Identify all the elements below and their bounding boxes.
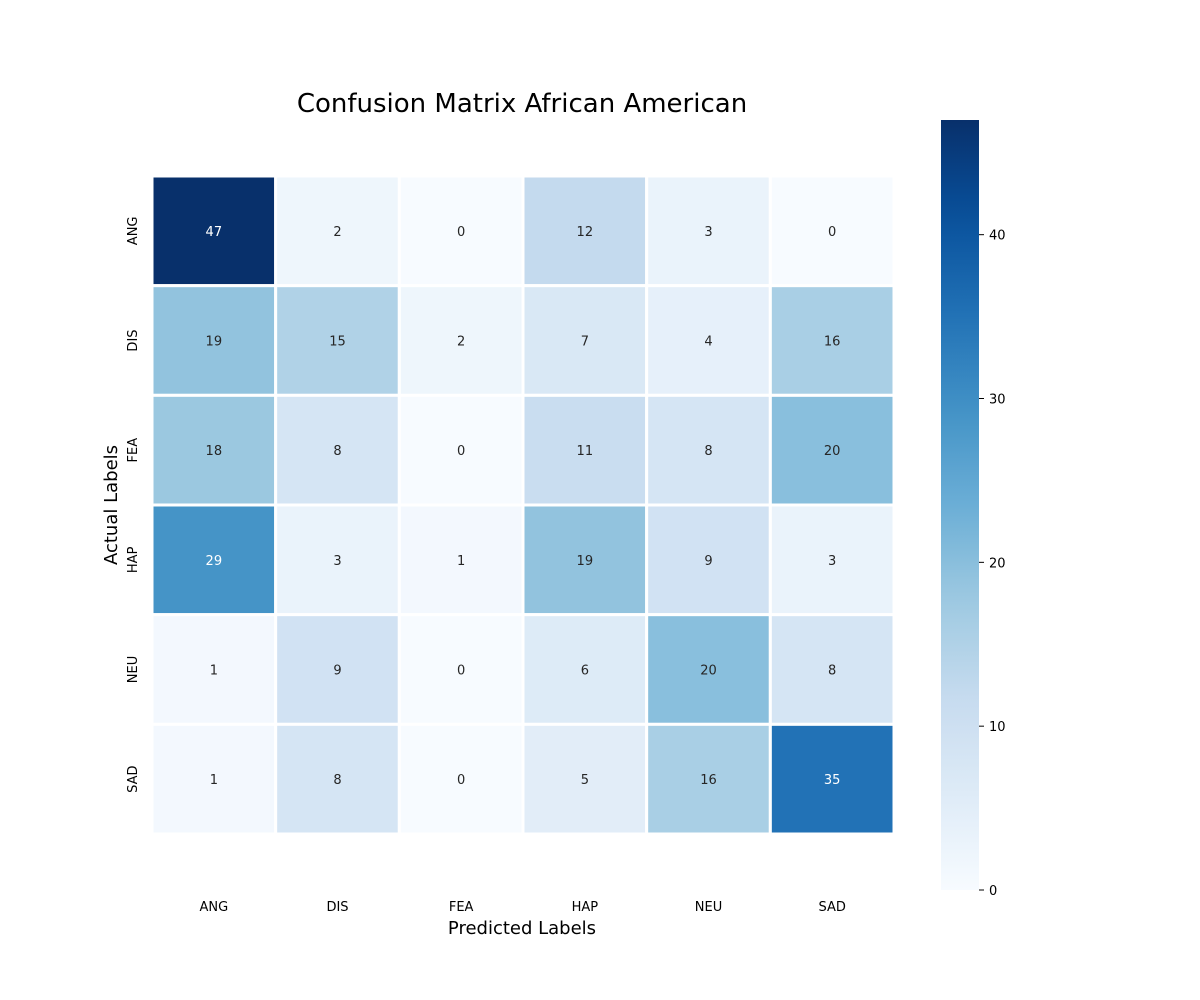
x-tick-label: NEU — [695, 900, 722, 915]
cell-value-label: 0 — [457, 773, 465, 788]
cell-value-label: 5 — [581, 773, 589, 788]
heatmap-cell — [768, 174, 896, 288]
colorbar — [941, 120, 979, 890]
cell-value-label: 19 — [577, 554, 594, 569]
heatmap-cell — [274, 284, 401, 397]
x-tick-label: SAD — [818, 900, 845, 915]
cell-value-label: 8 — [333, 444, 341, 459]
cell-value-label: 9 — [704, 554, 712, 569]
y-tick-labels: ANG DIS FEA HAP NEU SAD — [126, 216, 141, 792]
cell-value-label: 9 — [333, 664, 341, 679]
y-tick-label: SAD — [126, 765, 141, 792]
cell-value-label: 12 — [577, 225, 594, 240]
cell-value-label: 3 — [828, 554, 836, 569]
heatmap-cell — [645, 613, 772, 726]
colorbar-ticks: 0 10 20 30 40 — [979, 229, 1006, 899]
cell-value-label: 6 — [581, 664, 589, 679]
colorbar-tick-label: 0 — [989, 884, 997, 899]
y-axis-label: Actual Labels — [101, 445, 122, 565]
heatmap-cell — [521, 284, 649, 397]
x-tick-label: DIS — [326, 900, 348, 915]
cell-value-label: 47 — [206, 225, 223, 240]
cell-value-label: 0 — [457, 225, 465, 240]
cell-value-label: 19 — [206, 335, 223, 350]
cell-value-label: 11 — [577, 444, 594, 459]
heatmap-cell — [274, 393, 401, 507]
cell-value-label: 1 — [210, 664, 218, 679]
colorbar-tick-label: 30 — [989, 393, 1006, 408]
cell-value-label: 18 — [206, 444, 223, 459]
heatmap-cell — [274, 174, 401, 288]
colorbar-tick-label: 40 — [989, 229, 1006, 244]
cell-value-label: 35 — [824, 773, 841, 788]
cell-value-label: 4 — [704, 335, 712, 350]
x-tick-label: FEA — [449, 900, 474, 915]
cell-value-label: 1 — [457, 554, 465, 569]
colorbar-tick-label: 20 — [989, 556, 1006, 571]
heatmap-cell — [768, 503, 896, 617]
cell-value-label: 16 — [824, 335, 841, 350]
x-tick-label: HAP — [572, 900, 599, 915]
heatmap-cell — [645, 503, 772, 617]
colorbar-tick-label: 10 — [989, 720, 1006, 735]
cell-value-label: 20 — [824, 444, 841, 459]
heatmap-cell — [150, 174, 278, 288]
cell-value-label: 8 — [333, 773, 341, 788]
cell-value-label: 3 — [333, 554, 341, 569]
y-tick-label: ANG — [126, 216, 141, 245]
cell-value-label: 0 — [457, 444, 465, 459]
cell-value-label: 20 — [700, 664, 717, 679]
heatmap-cell — [768, 722, 896, 836]
cell-value-label: 15 — [329, 335, 346, 350]
x-tick-labels: ANG DIS FEA HAP NEU SAD — [199, 900, 845, 915]
heatmap-cell — [521, 613, 649, 726]
cell-value-label: 7 — [581, 335, 589, 350]
cell-value-label: 1 — [210, 773, 218, 788]
cell-value-label: 8 — [704, 444, 712, 459]
chart-title: Confusion Matrix African American — [297, 89, 747, 119]
cell-value-label: 0 — [828, 225, 836, 240]
heatmap-cell — [645, 722, 772, 836]
heatmap-cell — [521, 503, 649, 617]
heatmap-cell — [397, 613, 525, 726]
cell-value-label: 2 — [333, 225, 341, 240]
x-tick-label: ANG — [199, 900, 228, 915]
cell-value-label: 0 — [457, 664, 465, 679]
heatmap-cell — [521, 722, 649, 836]
heatmap-cell — [521, 393, 649, 507]
y-tick-label: DIS — [126, 329, 141, 351]
cell-value-label: 29 — [206, 554, 223, 569]
cell-value-label: 16 — [700, 773, 717, 788]
cell-value-label: 2 — [457, 335, 465, 350]
y-tick-label: FEA — [126, 438, 141, 463]
y-tick-label: NEU — [126, 656, 141, 683]
cell-value-label: 3 — [704, 225, 712, 240]
heatmap-cell — [274, 503, 401, 617]
heatmap-cell — [150, 503, 278, 617]
heatmap-cell — [397, 503, 525, 617]
heatmap-cell — [768, 613, 896, 726]
heatmap-cell — [645, 393, 772, 507]
y-tick-label: HAP — [126, 546, 141, 573]
heatmap-cell — [150, 722, 278, 836]
cell-value-label: 8 — [828, 664, 836, 679]
x-axis-label: Predicted Labels — [448, 918, 596, 939]
heatmap-cell — [768, 284, 896, 397]
heatmap-cell — [768, 393, 896, 507]
